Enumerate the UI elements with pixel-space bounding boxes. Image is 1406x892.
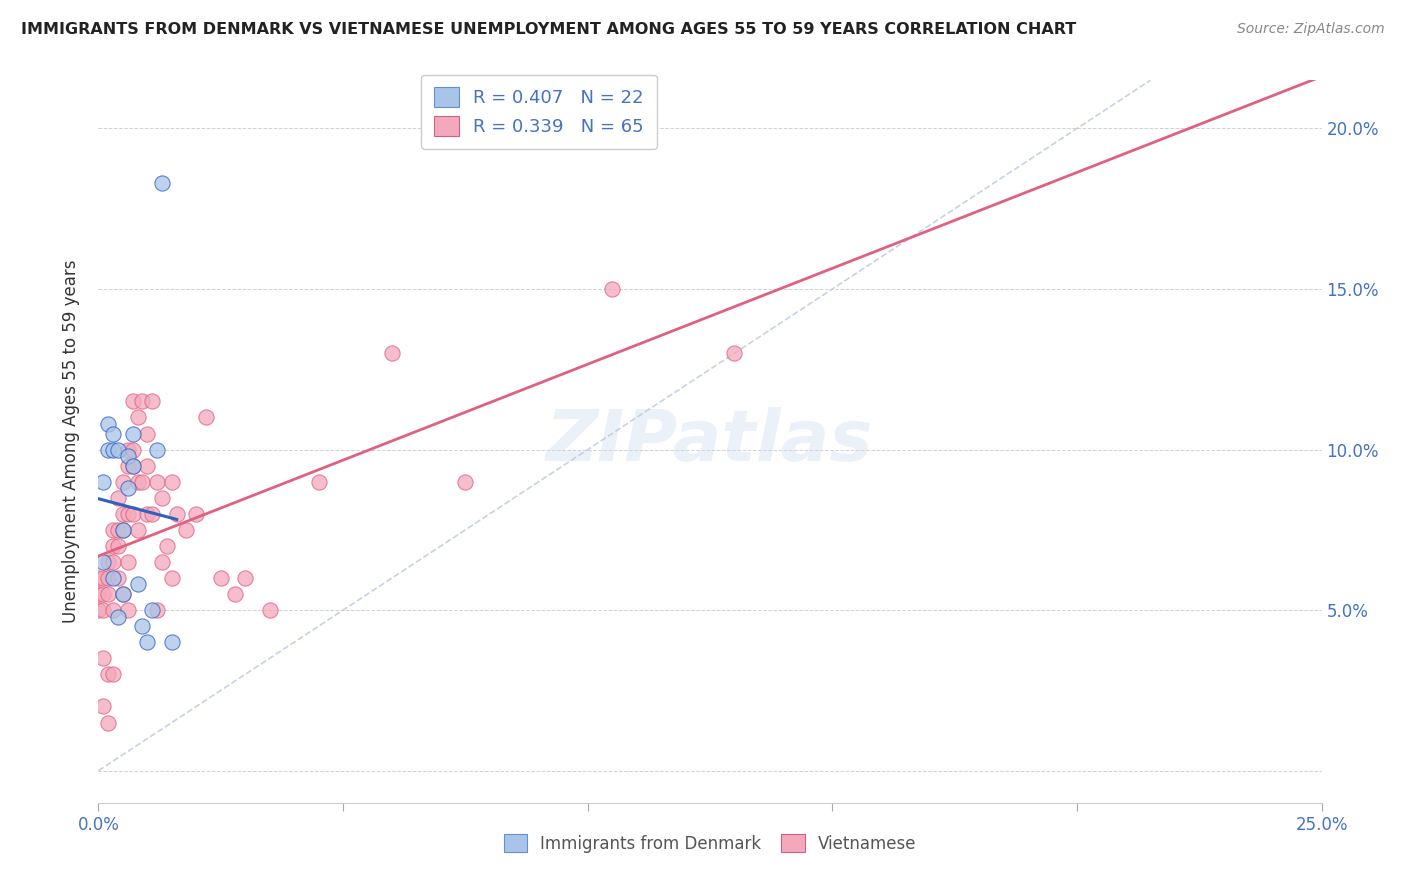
Point — [101, 555, 124, 569]
Point — [91, 651, 114, 665]
Point — [117, 442, 139, 457]
Point — [209, 571, 232, 585]
Point — [195, 410, 218, 425]
Point — [131, 394, 153, 409]
Point — [381, 346, 404, 360]
Point — [117, 555, 139, 569]
Point — [723, 346, 745, 360]
Point — [111, 587, 134, 601]
Point — [91, 699, 114, 714]
Point — [107, 539, 129, 553]
Point — [101, 667, 124, 681]
Point — [186, 507, 208, 521]
Point — [141, 394, 163, 409]
Point — [136, 458, 159, 473]
Point — [146, 475, 169, 489]
Point — [87, 603, 110, 617]
Point — [97, 587, 120, 601]
Point — [107, 609, 129, 624]
Point — [454, 475, 477, 489]
Point — [127, 475, 149, 489]
Point — [136, 426, 159, 441]
Point — [107, 571, 129, 585]
Point — [600, 282, 623, 296]
Point — [111, 507, 134, 521]
Point — [101, 426, 124, 441]
Point — [127, 523, 149, 537]
Point — [160, 571, 183, 585]
Point — [146, 603, 169, 617]
Point — [97, 667, 120, 681]
Point — [136, 507, 159, 521]
Point — [97, 442, 120, 457]
Point — [101, 442, 124, 457]
Point — [97, 571, 120, 585]
Point — [131, 475, 153, 489]
Point — [150, 176, 173, 190]
Point — [87, 587, 110, 601]
Point — [259, 603, 281, 617]
Point — [117, 481, 139, 495]
Point — [131, 619, 153, 633]
Point — [121, 507, 143, 521]
Text: Source: ZipAtlas.com: Source: ZipAtlas.com — [1237, 22, 1385, 37]
Point — [308, 475, 330, 489]
Point — [111, 523, 134, 537]
Point — [156, 539, 179, 553]
Point — [97, 715, 120, 730]
Point — [224, 587, 246, 601]
Text: ZIPatlas: ZIPatlas — [547, 407, 873, 476]
Point — [117, 449, 139, 463]
Point — [117, 458, 139, 473]
Text: IMMIGRANTS FROM DENMARK VS VIETNAMESE UNEMPLOYMENT AMONG AGES 55 TO 59 YEARS COR: IMMIGRANTS FROM DENMARK VS VIETNAMESE UN… — [21, 22, 1077, 37]
Point — [233, 571, 256, 585]
Point — [121, 426, 143, 441]
Point — [107, 523, 129, 537]
Point — [121, 442, 143, 457]
Point — [91, 603, 114, 617]
Point — [141, 507, 163, 521]
Point — [121, 458, 143, 473]
Point — [166, 507, 188, 521]
Point — [150, 491, 173, 505]
Point — [111, 587, 134, 601]
Legend: Immigrants from Denmark, Vietnamese: Immigrants from Denmark, Vietnamese — [496, 828, 924, 860]
Point — [91, 555, 114, 569]
Point — [101, 603, 124, 617]
Point — [127, 410, 149, 425]
Point — [97, 555, 120, 569]
Point — [176, 523, 198, 537]
Point — [97, 417, 120, 431]
Point — [117, 603, 139, 617]
Point — [101, 571, 124, 585]
Point — [107, 442, 129, 457]
Point — [127, 577, 149, 591]
Point — [91, 587, 114, 601]
Point — [111, 523, 134, 537]
Point — [101, 523, 124, 537]
Point — [121, 458, 143, 473]
Point — [91, 475, 114, 489]
Point — [150, 555, 173, 569]
Point — [136, 635, 159, 649]
Point — [111, 475, 134, 489]
Point — [91, 571, 114, 585]
Point — [107, 491, 129, 505]
Point — [160, 475, 183, 489]
Point — [141, 603, 163, 617]
Point — [101, 539, 124, 553]
Point — [160, 635, 183, 649]
Point — [87, 571, 110, 585]
Y-axis label: Unemployment Among Ages 55 to 59 years: Unemployment Among Ages 55 to 59 years — [62, 260, 80, 624]
Point — [121, 394, 143, 409]
Point — [146, 442, 169, 457]
Point — [117, 507, 139, 521]
